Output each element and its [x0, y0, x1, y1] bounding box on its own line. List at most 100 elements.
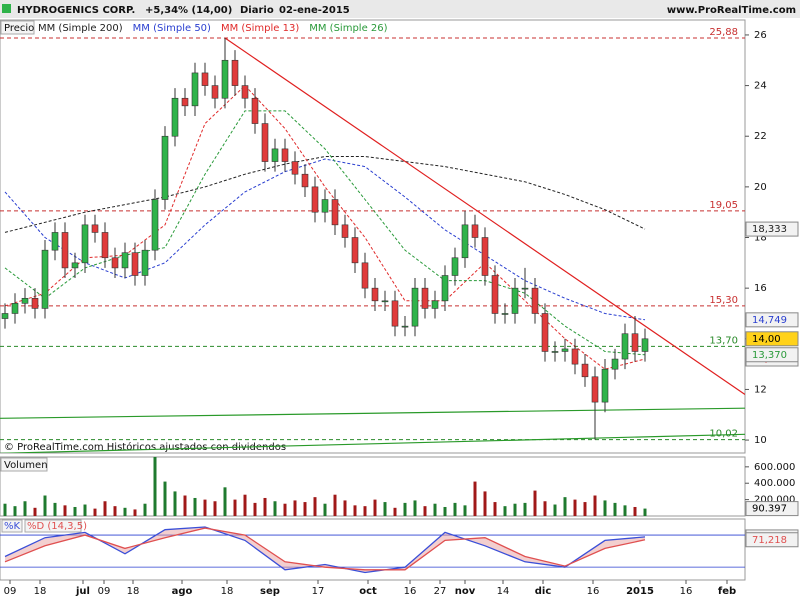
volume-bar — [93, 508, 97, 516]
x-tick-label: 2015 — [626, 586, 654, 597]
candle-body — [451, 257, 459, 276]
legend-entry: MM (Simple 200) — [38, 23, 123, 34]
candle-body — [601, 368, 609, 403]
legend-box — [24, 519, 82, 533]
candle-body — [481, 237, 489, 276]
moving-average — [4, 84, 646, 370]
candle-body — [321, 199, 329, 213]
volume-bar — [583, 502, 587, 516]
candle-body — [141, 249, 149, 276]
volume-bar — [343, 500, 347, 516]
volume-bar — [193, 497, 197, 516]
volume-title-box — [0, 457, 48, 472]
value-label-box — [745, 532, 799, 548]
candle-body — [11, 303, 19, 314]
candle-body — [101, 232, 109, 259]
x-tick-label: 09 — [98, 586, 111, 597]
volume-bar — [353, 505, 357, 516]
candle-body — [151, 199, 159, 251]
volume-bar — [23, 501, 27, 516]
candle-body — [81, 224, 89, 264]
x-tick-label: dic — [535, 586, 552, 597]
y-tick-label: 10 — [754, 435, 767, 446]
candle-body — [611, 358, 619, 370]
candle-body — [91, 224, 99, 233]
volume-bar — [363, 506, 367, 516]
trend-line — [0, 407, 745, 419]
candle-body — [31, 297, 39, 309]
moving-average — [4, 156, 646, 233]
candle-body — [171, 97, 179, 137]
x-tick-label: 27 — [434, 586, 447, 597]
volume-bar — [503, 506, 507, 516]
candle-body — [371, 287, 379, 302]
volume-bar — [313, 497, 317, 516]
candle-body — [381, 300, 389, 303]
x-tick-label: sep — [260, 586, 280, 597]
level-label: 15,30 — [709, 295, 738, 306]
volume-bar — [413, 500, 417, 516]
candle-body — [621, 333, 629, 360]
volume-bar — [183, 495, 187, 516]
volume-bar — [563, 497, 567, 516]
footnote: © ProRealTime.com Históricos ajustados c… — [4, 441, 286, 453]
volume-panel — [0, 456, 746, 517]
candle-body — [221, 59, 229, 99]
x-tick-label: oct — [359, 586, 377, 597]
volume-bar — [513, 503, 517, 516]
volume-bar — [143, 503, 147, 516]
volume-bar — [73, 506, 77, 516]
candle-body — [501, 313, 509, 315]
candle-body — [41, 249, 49, 309]
volume-bar — [533, 490, 537, 516]
legend-entry: %K — [4, 521, 21, 532]
volume-bar — [523, 502, 527, 516]
candle-body — [471, 224, 479, 238]
volume-bar — [233, 499, 237, 516]
legend-entry: MM (Simple 26) — [309, 23, 387, 34]
header-period: Diario — [240, 5, 274, 16]
volume-bar — [173, 491, 177, 516]
candle-body — [201, 72, 209, 86]
volume-bar — [593, 495, 597, 516]
volume-bar — [133, 509, 137, 516]
value-label: 13,370 — [752, 350, 787, 361]
x-tick-label: 18 — [221, 586, 234, 597]
value-label-box — [745, 221, 799, 237]
volume-bar — [393, 507, 397, 516]
candle-body — [241, 85, 249, 99]
x-tick-label: ago — [172, 586, 193, 597]
value-label: 14,00 — [752, 334, 781, 345]
candle-body — [351, 237, 359, 264]
volume-bar — [613, 502, 617, 516]
volume-title: Volumen — [4, 460, 48, 471]
candle-body — [441, 275, 449, 302]
volume-bar — [643, 508, 647, 516]
volume-bar — [153, 457, 157, 516]
y-tick-label: 200.000 — [754, 495, 795, 506]
volume-bar — [553, 504, 557, 516]
stoch-line — [4, 527, 646, 571]
candle-body — [131, 252, 139, 276]
moving-average — [4, 158, 646, 321]
candle-body — [571, 348, 579, 365]
value-label-box — [745, 312, 799, 328]
candle-body — [461, 224, 469, 259]
volume-bar — [213, 501, 217, 516]
volume-bar — [493, 502, 497, 516]
header-icon — [2, 4, 11, 13]
x-tick-label: 16 — [587, 586, 600, 597]
y-tick-label: 600.000 — [754, 462, 795, 473]
volume-bar — [403, 502, 407, 516]
candle-body — [361, 262, 369, 289]
legend-price: Precio — [4, 23, 34, 34]
candle-body — [641, 338, 649, 352]
candle-body — [541, 313, 549, 352]
x-tick-label: nov — [455, 586, 476, 597]
y-tick-label: 16 — [754, 283, 767, 294]
candle-body — [281, 148, 289, 162]
candle-body — [231, 59, 239, 86]
candle-body — [631, 333, 639, 352]
candle-body — [411, 287, 419, 327]
candle-body — [521, 287, 529, 290]
